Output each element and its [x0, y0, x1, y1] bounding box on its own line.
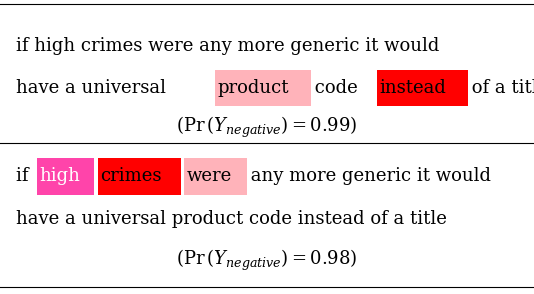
- Text: were: were: [186, 167, 232, 186]
- Text: any more generic it would: any more generic it would: [245, 167, 491, 186]
- Text: have a universal product code instead of a title: have a universal product code instead of…: [16, 210, 447, 228]
- FancyBboxPatch shape: [215, 70, 311, 106]
- Text: if high crimes were any more generic it would: if high crimes were any more generic it …: [16, 36, 439, 55]
- FancyBboxPatch shape: [378, 70, 468, 106]
- Text: instead: instead: [380, 79, 446, 97]
- Text: if: if: [16, 167, 34, 186]
- FancyBboxPatch shape: [37, 158, 95, 195]
- FancyBboxPatch shape: [98, 158, 181, 195]
- Text: code: code: [309, 79, 364, 97]
- FancyBboxPatch shape: [184, 158, 247, 195]
- Text: high: high: [40, 167, 81, 186]
- Text: $(\mathrm{Pr}\,(Y_{negative}) = 0.98)$: $(\mathrm{Pr}\,(Y_{negative}) = 0.98)$: [176, 248, 358, 273]
- Text: crimes: crimes: [100, 167, 161, 186]
- Text: product: product: [217, 79, 288, 97]
- Text: of a title: of a title: [466, 79, 534, 97]
- Text: have a universal: have a universal: [16, 79, 172, 97]
- Text: $(\mathrm{Pr}\,(Y_{negative}) = 0.99)$: $(\mathrm{Pr}\,(Y_{negative}) = 0.99)$: [176, 115, 358, 141]
